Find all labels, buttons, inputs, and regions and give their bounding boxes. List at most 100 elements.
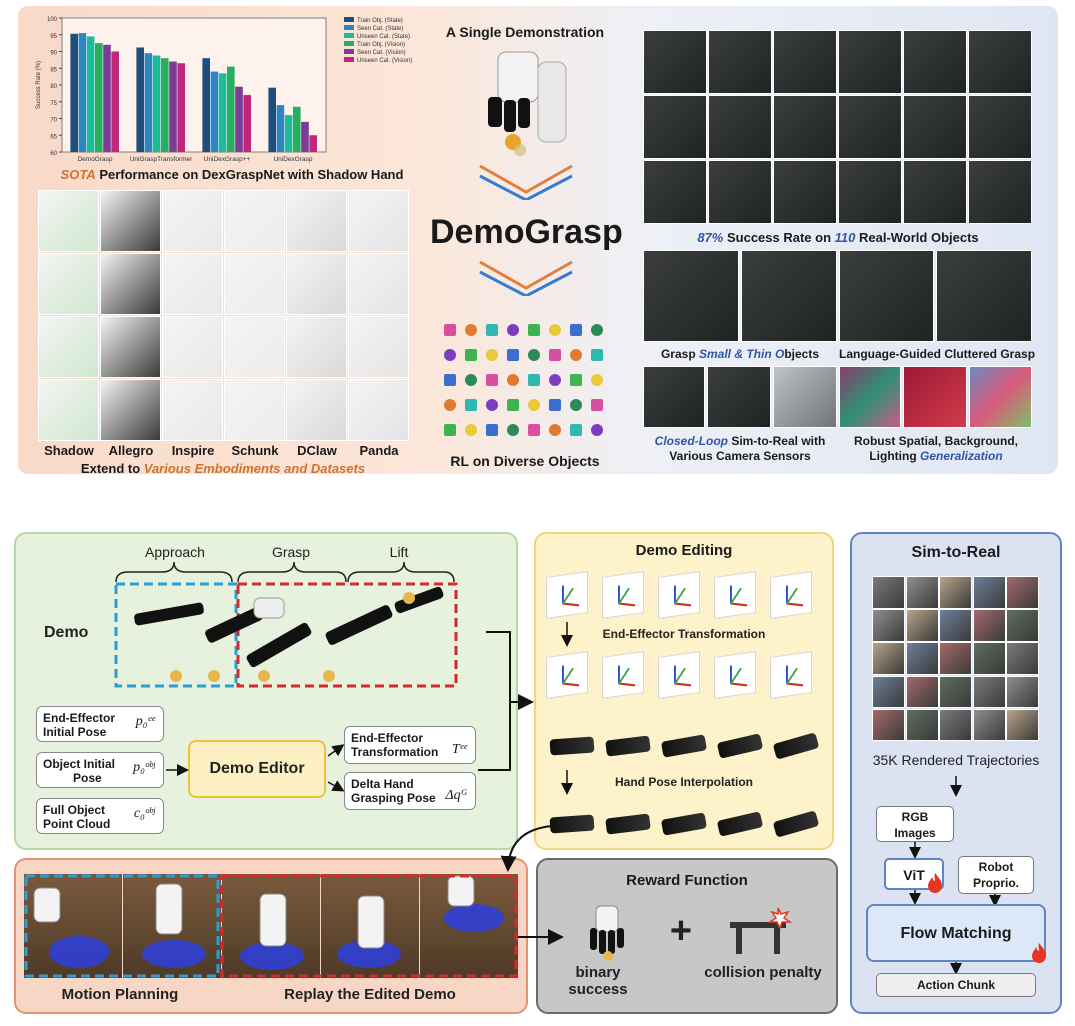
real-world-photo <box>773 95 837 159</box>
object-thumbnail <box>528 424 540 436</box>
rendered-frame <box>1006 576 1040 609</box>
output-ee-line2: Transformation <box>351 745 439 759</box>
rendered-frame <box>972 609 1006 642</box>
object-thumbnail <box>486 324 498 336</box>
robust-line1: Robust Spatial, Background, <box>853 434 1018 448</box>
real-world-photo <box>968 30 1032 94</box>
bar <box>70 33 78 152</box>
legend-swatch <box>344 41 354 46</box>
object-thumbnail <box>486 349 498 361</box>
real-world-photo <box>773 160 837 224</box>
embodiment-sim-image <box>162 316 223 378</box>
legend-entry: Train Obj. (Vision) <box>357 42 405 48</box>
fire-icon <box>928 873 942 893</box>
bar <box>86 36 95 152</box>
embodiment-sim-image <box>224 316 285 378</box>
object-thumbnail <box>528 399 540 411</box>
output-delta-line1: Delta Hand <box>351 777 414 791</box>
hand-pose-thumbnail <box>549 814 595 834</box>
object-thumbnail <box>465 349 477 361</box>
bar <box>301 121 309 152</box>
cluttered-photo-1 <box>839 250 934 342</box>
rgb-line2: Images <box>894 826 936 840</box>
chevron-down-icon <box>479 164 573 200</box>
rendered-frame <box>905 609 939 642</box>
y-axis-label: Success Rate (%) <box>36 61 42 109</box>
bar <box>202 58 210 153</box>
robot-proprio-block: Robot Proprio. <box>958 856 1034 894</box>
output-ee-symbol: Tᵉᵉ <box>451 742 467 757</box>
rendered-frame <box>1006 675 1040 709</box>
bar <box>161 58 169 153</box>
object-thumbnail <box>570 424 582 436</box>
embodiment-sim-image <box>286 379 347 441</box>
real-world-photo <box>903 160 967 224</box>
real-world-photo <box>968 95 1032 159</box>
bar <box>293 106 301 152</box>
rendered-frame <box>905 675 939 709</box>
embodiment-label-schunk: Schunk <box>231 443 279 458</box>
bar <box>227 66 235 152</box>
input-object-point-cloud: Full Object Point Cloud c₀ᵒᵇʲ <box>36 798 164 834</box>
ee-transformation-label: End-Effector Transformation <box>602 627 766 641</box>
embodiment-sim-image <box>348 379 409 441</box>
grasp-highlight: Small & Thin <box>698 347 775 361</box>
embodiment-sim-image <box>100 190 161 252</box>
hand-pose-thumbnail <box>716 811 764 837</box>
real-world-photo <box>968 160 1032 224</box>
lighting-photo-3 <box>969 366 1032 428</box>
bar <box>268 87 276 152</box>
legend-swatch <box>344 25 354 30</box>
legend-swatch <box>344 17 354 22</box>
demo-trajectory-image <box>114 582 458 688</box>
input-ee-initial-pose: End-Effector Initial Pose p₀ᵉᵉ <box>36 706 164 742</box>
object-thumbnail <box>591 399 603 411</box>
object-thumbnail <box>549 324 561 336</box>
chart-caption: SOTA Performance on DexGraspNet with Sha… <box>52 167 412 182</box>
brand-title: DemoGrasp <box>430 213 623 251</box>
y-tick-label: 95 <box>50 34 57 40</box>
real-world-photo <box>903 30 967 94</box>
legend-swatch <box>344 49 354 54</box>
rgb-images-block: RGB Images <box>876 806 954 842</box>
input-ee-line2: Initial Pose <box>43 725 107 739</box>
y-tick-label: 80 <box>50 84 57 90</box>
output-delta-hand-pose: Delta Hand Grasping Pose Δqᴳ <box>344 772 476 810</box>
hand-pose-thumbnail <box>772 810 820 838</box>
bar <box>309 135 317 152</box>
output-ee-transformation: End-Effector Transformation Tᵉᵉ <box>344 726 476 764</box>
axes-frame-icon <box>546 651 588 699</box>
object-thumbnail <box>570 374 582 386</box>
bar <box>152 55 161 152</box>
input-obj-line2: Pose <box>73 771 102 785</box>
real-world-photo <box>643 30 707 94</box>
closed-loop-tail: Sim-to-Real with <box>727 434 826 448</box>
embodiment-sim-image <box>38 379 99 441</box>
sim-to-real-title: Sim-to-Real <box>911 544 1001 561</box>
object-thumbnail <box>444 374 456 386</box>
object-thumbnail <box>486 399 498 411</box>
cluttered-photo-2 <box>936 250 1032 342</box>
bar <box>111 51 119 152</box>
bar <box>284 115 293 152</box>
object-thumbnail <box>528 324 540 336</box>
rendered-frame <box>972 708 1006 742</box>
reward-panel <box>536 858 838 1014</box>
embodiment-sim-image <box>100 316 161 378</box>
legend-entry: Unseen Cat. (State) <box>357 34 410 40</box>
reward-function-title: Reward Function <box>626 872 748 889</box>
object-thumbnail <box>507 324 519 336</box>
rendered-frame <box>905 642 939 675</box>
hand-pose-row-1 <box>546 730 826 760</box>
x-tick-label: UniDexGrasp++ <box>204 156 251 163</box>
legend-entry: Unseen Cat. (Vision) <box>357 58 412 64</box>
object-thumbnail <box>507 424 519 436</box>
collision-penalty-label: collision penalty <box>704 964 822 981</box>
bar <box>144 53 153 152</box>
bar <box>276 105 285 152</box>
rendered-frame <box>1006 609 1040 642</box>
real-world-photo <box>838 30 902 94</box>
rgb-line1: RGB <box>901 810 929 824</box>
rendered-frame <box>872 708 905 742</box>
chart-caption-text: Performance on DexGraspNet with Shadow H… <box>95 167 404 182</box>
